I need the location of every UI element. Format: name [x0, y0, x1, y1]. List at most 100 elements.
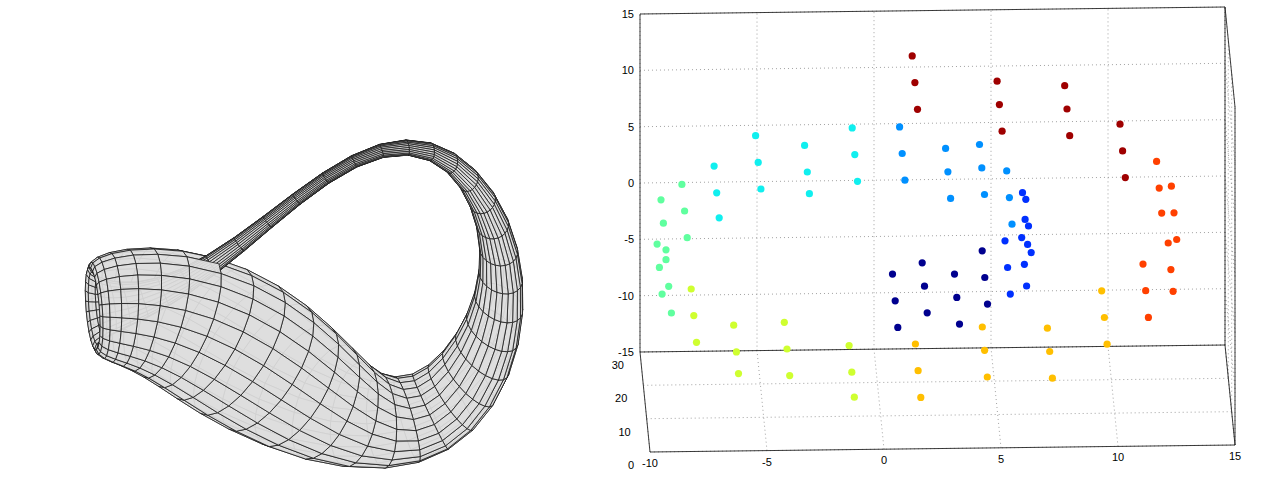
grid-line: [874, 349, 884, 449]
scatter-point: [1167, 266, 1174, 273]
surface-patch: [418, 433, 442, 449]
surface-patch: [89, 302, 97, 312]
surface-patch: [486, 349, 502, 378]
axis-line: [640, 352, 650, 452]
scatter-point: [1168, 183, 1175, 190]
scatter-point: [917, 394, 924, 401]
surface-patch: [395, 441, 420, 452]
scatter-point: [1001, 237, 1008, 244]
scatter-point: [752, 132, 759, 139]
scatter-point: [1046, 348, 1053, 355]
surface-patch: [434, 155, 457, 170]
scatter-point: [678, 181, 685, 188]
x-tick-label: -10: [642, 457, 658, 469]
grid-line: [640, 232, 1225, 239]
tick-labels: -15-10-50510150102030-10-5051015: [612, 8, 1241, 471]
y-tick-label: 20: [615, 392, 627, 404]
scatter-point: [944, 168, 951, 175]
scatter-point: [657, 196, 664, 203]
grid-line: [874, 11, 875, 349]
surface-patch: [268, 201, 298, 225]
scatter-point: [786, 372, 793, 379]
scatter-point: [1063, 105, 1070, 112]
scatter-point: [919, 259, 926, 266]
scatter-point: [713, 189, 720, 196]
surface-patch: [107, 277, 121, 291]
surface-patch: [110, 304, 122, 318]
grid-line: [1235, 107, 1236, 445]
surface-patch: [110, 330, 122, 344]
scatter-point: [1049, 375, 1056, 382]
grid-line: [1225, 63, 1235, 163]
axis-line: [640, 7, 1225, 14]
scatter-point: [901, 177, 908, 184]
scatter-point: [1098, 287, 1105, 294]
points: [654, 52, 1181, 401]
scatter-point: [984, 373, 991, 380]
x-tick-label: 10: [1112, 451, 1124, 463]
scatter-point: [660, 220, 667, 227]
surface-patch: [368, 434, 397, 451]
grid-line: [1108, 346, 1118, 446]
scatter-point: [668, 309, 675, 316]
scatter-point: [1145, 314, 1152, 321]
scatter-point: [1006, 194, 1013, 201]
surface-patch: [472, 187, 490, 212]
scatter-point: [1044, 325, 1051, 332]
x-tick-label: 0: [881, 454, 887, 466]
grid-line: [643, 378, 1228, 385]
scatter-point: [848, 369, 855, 376]
scatter-point: [1153, 158, 1160, 165]
scatter-point: [981, 347, 988, 354]
scatter-point: [1170, 288, 1177, 295]
scatter-point: [953, 294, 960, 301]
y-tick-label: 30: [612, 359, 624, 371]
scatter-point: [711, 163, 718, 170]
grid-line: [640, 289, 1225, 296]
scatter-point: [681, 207, 688, 214]
scatter-point: [1061, 82, 1068, 89]
surface-patch: [121, 289, 139, 304]
scatter-point: [1019, 189, 1026, 196]
scatter-point: [951, 271, 958, 278]
surface-patch: [138, 304, 160, 322]
z-tick-label: 0: [628, 177, 634, 189]
grid-line: [640, 176, 1225, 183]
surface-patch: [454, 169, 474, 189]
surface-patch: [326, 164, 355, 181]
x-tick-label: -5: [762, 456, 772, 468]
surface-patch: [121, 318, 138, 334]
surface-patch: [181, 311, 214, 337]
scatter-point: [755, 159, 762, 166]
surface-patch: [295, 177, 325, 199]
surface-patch: [383, 151, 409, 155]
grid: [640, 7, 1235, 452]
surface-patch: [266, 198, 296, 222]
scatter-point: [665, 283, 672, 290]
scatter-point: [690, 312, 697, 319]
scatter-point: [801, 142, 808, 149]
scatter-point: [921, 283, 928, 290]
axis-line: [1235, 107, 1236, 445]
surface-patch: [110, 317, 122, 331]
surface-patch: [103, 317, 110, 330]
surface-patch: [265, 197, 295, 221]
grid-line: [640, 345, 1225, 352]
scatter-point: [654, 241, 661, 248]
scatter-point: [1156, 185, 1163, 192]
scatter-point: [1116, 121, 1123, 128]
scatter-point: [684, 234, 691, 241]
figure: -15-10-50510150102030-10-5051015: [0, 0, 1261, 478]
scatter-point: [894, 324, 901, 331]
scatter-point: [716, 214, 723, 221]
scatter-point: [804, 168, 811, 175]
scatter-point: [806, 190, 813, 197]
scatter-point: [942, 145, 949, 152]
grid-line: [1225, 289, 1235, 389]
scatter-point: [924, 309, 931, 316]
z-tick-label: 10: [622, 64, 634, 76]
surface-patch: [117, 264, 138, 277]
surface-patch: [133, 254, 160, 263]
scatter-point: [688, 285, 695, 292]
grid-line: [991, 10, 992, 348]
